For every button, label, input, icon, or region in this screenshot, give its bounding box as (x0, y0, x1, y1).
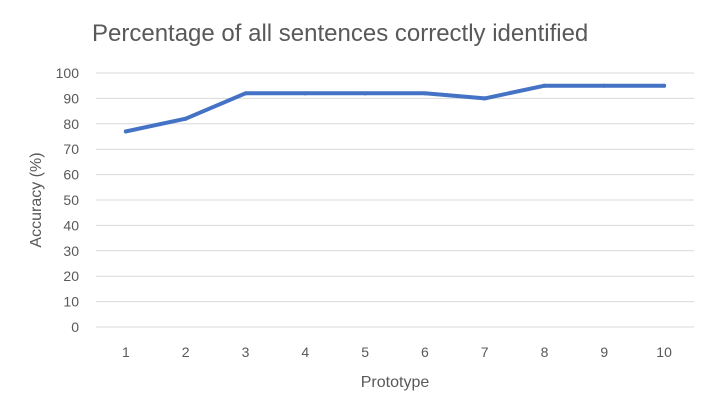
x-tick-label: 4 (301, 344, 309, 360)
x-tick-label: 7 (481, 344, 489, 360)
y-tick-label: 30 (63, 243, 79, 259)
data-point (662, 83, 667, 88)
y-tick-label: 20 (63, 268, 79, 284)
x-tick-label: 3 (242, 344, 250, 360)
y-tick-label: 80 (63, 116, 79, 132)
x-axis-label: Prototype (361, 374, 430, 391)
data-point (602, 83, 607, 88)
data-point (183, 116, 188, 121)
y-axis-ticks: 0 10 20 30 40 50 60 70 80 90 100 (56, 65, 80, 335)
data-point (542, 83, 547, 88)
y-tick-label: 50 (63, 192, 79, 208)
data-point (422, 91, 427, 96)
series-line-0 (123, 83, 667, 134)
data-point (363, 91, 368, 96)
x-tick-label: 10 (656, 344, 672, 360)
x-tick-label: 6 (421, 344, 429, 360)
x-tick-label: 8 (541, 344, 549, 360)
data-point (482, 96, 487, 101)
chart-title: Percentage of all sentences correctly id… (92, 20, 588, 47)
y-tick-label: 90 (63, 90, 79, 106)
y-tick-label: 70 (63, 141, 79, 157)
y-tick-label: 10 (63, 294, 79, 310)
series-layer (123, 83, 667, 134)
x-tick-label: 1 (122, 344, 130, 360)
y-tick-label: 40 (63, 217, 79, 233)
gridlines (96, 72, 694, 328)
data-point (123, 129, 128, 134)
data-point (303, 91, 308, 96)
y-axis-label: Accuracy (%) (28, 152, 45, 247)
y-tick-label: 0 (71, 319, 79, 335)
x-tick-label: 9 (600, 344, 608, 360)
x-tick-label: 5 (361, 344, 369, 360)
y-tick-label: 60 (63, 167, 79, 183)
data-point (243, 91, 248, 96)
x-tick-label: 2 (182, 344, 190, 360)
y-tick-label: 100 (56, 65, 80, 81)
x-axis-ticks: 1 2 3 4 5 6 7 8 9 10 (122, 344, 672, 360)
